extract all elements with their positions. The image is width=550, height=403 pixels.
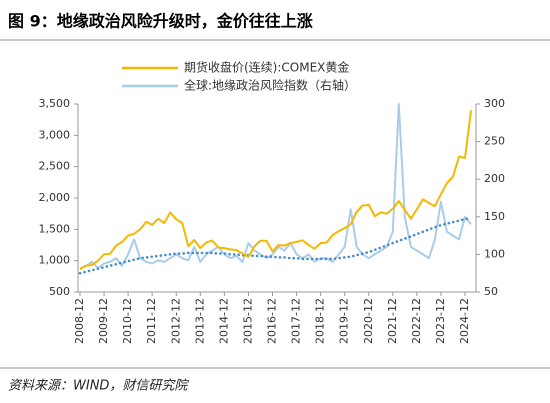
y2-tick-label: 100	[484, 247, 505, 260]
y2-tick-label: 300	[484, 97, 505, 110]
x-tick-label: 2021-12	[386, 298, 399, 344]
x-tick-label: 2014-12	[217, 298, 230, 344]
x-tick-label: 2020-12	[362, 298, 375, 344]
x-tick-label: 2017-12	[290, 298, 303, 344]
x-tick-label: 2012-12	[169, 298, 182, 344]
x-tick-label: 2013-12	[193, 298, 206, 344]
x-tick-label: 2009-12	[97, 298, 110, 344]
x-tick-label: 2018-12	[314, 298, 327, 344]
x-tick-label: 2022-12	[410, 298, 423, 344]
y2-tick-label: 150	[484, 210, 505, 223]
x-tick-label: 2011-12	[145, 298, 158, 344]
y-tick-label: 1,500	[39, 222, 71, 235]
y-tick-label: 500	[49, 285, 70, 298]
x-tick-label: 2016-12	[266, 298, 279, 344]
chart-title: 图 9：地缘政治风险升级时，金价往往上涨	[8, 12, 313, 31]
y-tick-label: 2,000	[39, 191, 71, 204]
y2-tick-label: 200	[484, 172, 505, 185]
series-line	[79, 110, 472, 270]
legend-label: 全球:地缘政治风险指数（右轴）	[184, 78, 356, 93]
y-tick-label: 1,000	[39, 254, 71, 267]
x-tick-label: 2019-12	[338, 298, 351, 344]
source: 资料来源：WIND，财信研究院	[8, 378, 189, 394]
y2-tick-label: 50	[484, 285, 498, 298]
x-tick-label: 2023-12	[434, 298, 447, 344]
y-tick-label: 2,500	[39, 160, 71, 173]
y-tick-label: 3,000	[39, 128, 71, 141]
x-tick-label: 2015-12	[241, 298, 254, 344]
y2-tick-label: 250	[484, 135, 505, 148]
x-tick-label: 2010-12	[121, 298, 134, 344]
trend-line	[78, 217, 473, 275]
y-tick-label: 3,500	[39, 97, 71, 110]
series-line	[79, 103, 472, 271]
x-tick-label: 2024-12	[458, 298, 471, 344]
x-tick-label: 2008-12	[73, 298, 86, 344]
legend-label: 期货收盘价(连续):COMEX黄金	[184, 60, 349, 75]
